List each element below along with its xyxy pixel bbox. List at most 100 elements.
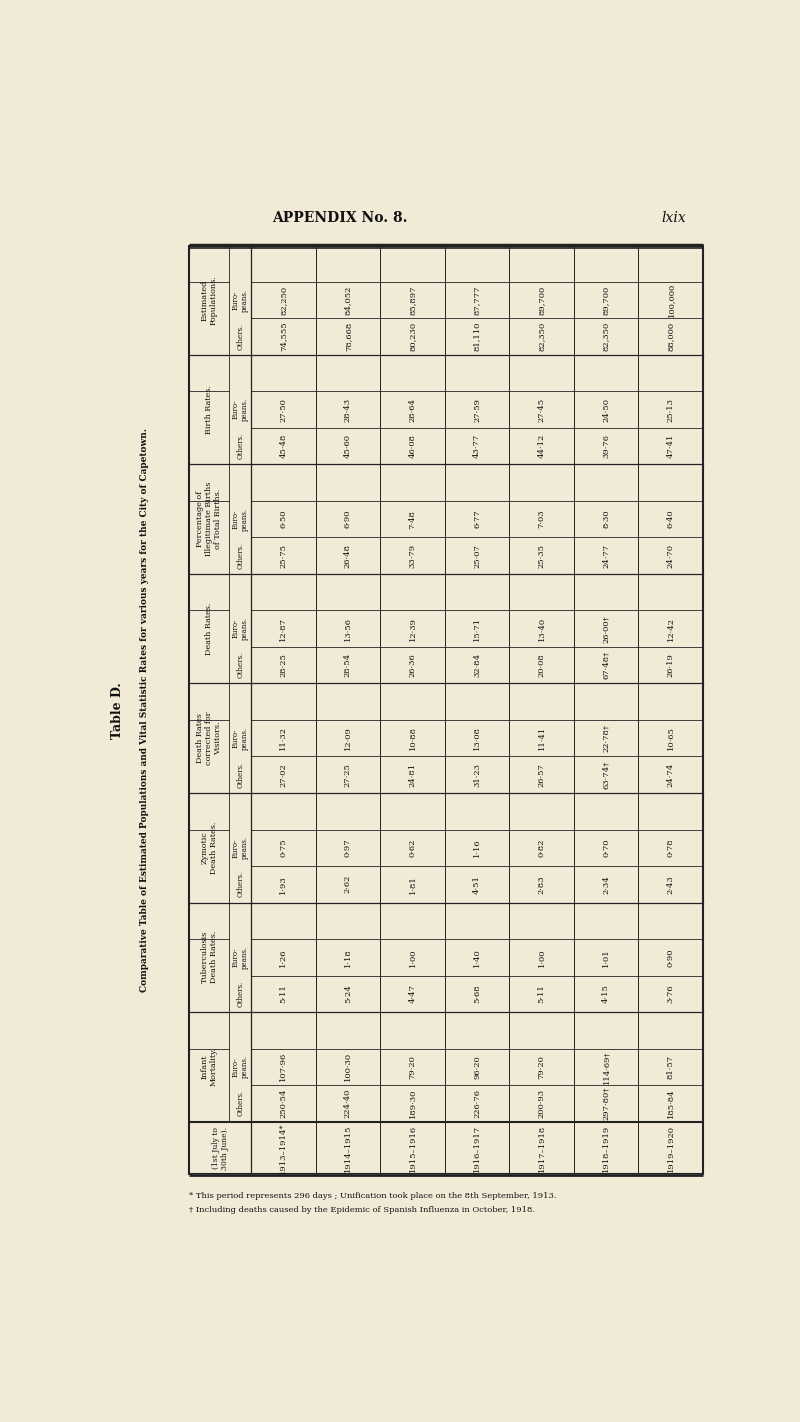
Text: 27·25: 27·25 [344, 762, 352, 786]
Text: 11·32: 11·32 [279, 727, 287, 751]
Text: 28·54: 28·54 [344, 653, 352, 677]
Text: 8·30: 8·30 [602, 510, 610, 529]
Text: 25·07: 25·07 [473, 543, 481, 567]
Text: 2·43: 2·43 [666, 875, 674, 893]
Text: 1913–1914*: 1913–1914* [279, 1123, 287, 1175]
Text: 39·76: 39·76 [602, 434, 610, 458]
Text: 2·83: 2·83 [538, 875, 546, 893]
Text: 47·41: 47·41 [666, 434, 674, 458]
Text: 15·71: 15·71 [473, 617, 481, 641]
Text: Euro-
peans.: Euro- peans. [232, 727, 249, 749]
Text: 1·81: 1·81 [409, 875, 417, 893]
Text: 13·56: 13·56 [344, 617, 352, 641]
Text: (1st July to
30th June).: (1st July to 30th June). [211, 1128, 229, 1170]
Text: 96·20: 96·20 [473, 1055, 481, 1079]
Text: 0·90: 0·90 [666, 948, 674, 967]
Text: Estimated
Populations.: Estimated Populations. [201, 276, 218, 326]
Text: 6·40: 6·40 [666, 510, 674, 529]
Text: Others.: Others. [236, 872, 244, 897]
Text: 12·39: 12·39 [409, 617, 417, 641]
Text: 6·77: 6·77 [473, 510, 481, 529]
Text: 82,350: 82,350 [602, 321, 610, 351]
Text: 27·45: 27·45 [538, 398, 546, 422]
Text: Others.: Others. [236, 981, 244, 1007]
Text: 1919–1920: 1919–1920 [666, 1125, 674, 1172]
Text: 85,897: 85,897 [409, 286, 417, 314]
Text: 5·11: 5·11 [279, 984, 287, 1003]
Text: 87,777: 87,777 [473, 286, 481, 314]
Text: 13·40: 13·40 [538, 617, 546, 641]
Text: 7·48: 7·48 [409, 509, 417, 529]
Text: Death Rates
corrected for
Visitors.: Death Rates corrected for Visitors. [196, 711, 222, 765]
Text: 6·50: 6·50 [279, 510, 287, 529]
Text: 114·69†: 114·69† [602, 1049, 610, 1084]
Text: 27·02: 27·02 [279, 762, 287, 786]
Text: 26·57: 26·57 [538, 762, 546, 786]
Text: 0·97: 0·97 [344, 839, 352, 857]
Text: 4·47: 4·47 [409, 984, 417, 1004]
Text: 26·00†: 26·00† [602, 614, 610, 643]
Text: 63·74†: 63·74† [602, 761, 610, 789]
Text: 78,668: 78,668 [344, 321, 352, 351]
Text: 45·48: 45·48 [279, 434, 287, 458]
Text: 28·43: 28·43 [344, 398, 352, 422]
Text: APPENDIX No. 8.: APPENDIX No. 8. [273, 212, 408, 225]
Text: 200·93: 200·93 [538, 1089, 546, 1118]
Text: 5·24: 5·24 [344, 984, 352, 1003]
Text: 0·75: 0·75 [279, 839, 287, 857]
Text: 107·96: 107·96 [279, 1052, 287, 1082]
Text: 1914–1915: 1914–1915 [344, 1125, 352, 1172]
Text: 84,052: 84,052 [344, 286, 352, 314]
Text: 27·50: 27·50 [279, 398, 287, 421]
Text: 89,700: 89,700 [602, 286, 610, 314]
Text: Infant
Mortality.: Infant Mortality. [201, 1047, 218, 1086]
Text: Others.: Others. [236, 653, 244, 678]
Text: 82,350: 82,350 [538, 321, 546, 351]
Text: 0·62: 0·62 [409, 839, 417, 857]
Text: Euro-
peans.: Euro- peans. [232, 289, 249, 311]
Text: 1916–1917: 1916–1917 [473, 1125, 481, 1172]
Text: 24·50: 24·50 [602, 398, 610, 422]
Text: 6·90: 6·90 [344, 510, 352, 529]
Text: Others.: Others. [236, 323, 244, 350]
Text: Death Rates.: Death Rates. [206, 603, 214, 656]
Text: 1·01: 1·01 [602, 948, 610, 967]
Text: 0·78: 0·78 [666, 839, 674, 857]
Text: 11·41: 11·41 [538, 727, 546, 751]
Text: 22·78†: 22·78† [602, 724, 610, 752]
Text: 28·64: 28·64 [409, 398, 417, 422]
Text: Euro-
peans.: Euro- peans. [232, 617, 249, 640]
Text: Birth Rates.: Birth Rates. [206, 385, 214, 434]
Text: 24·70: 24·70 [666, 543, 674, 567]
Text: 1·00: 1·00 [538, 948, 546, 967]
Text: 5·11: 5·11 [538, 984, 546, 1003]
Text: 43·77: 43·77 [473, 434, 481, 458]
Text: Table D.: Table D. [110, 683, 123, 739]
Text: Others.: Others. [236, 762, 244, 788]
Text: 25·35: 25·35 [538, 543, 546, 567]
Text: 67·48†: 67·48† [602, 651, 610, 680]
Text: 185·84: 185·84 [666, 1088, 674, 1118]
Text: 88,000: 88,000 [666, 321, 674, 351]
Text: 2·62: 2·62 [344, 875, 352, 893]
Text: 226·76: 226·76 [473, 1089, 481, 1118]
Text: 89,700: 89,700 [538, 286, 546, 314]
Text: 2·34: 2·34 [602, 875, 610, 893]
Text: 224·40: 224·40 [344, 1089, 352, 1118]
Text: 13·08: 13·08 [473, 727, 481, 751]
Text: 12·42: 12·42 [666, 617, 674, 641]
Text: Percentage of
Illegitimate Births
of Total Births.: Percentage of Illegitimate Births of Tot… [196, 482, 222, 556]
Text: 32·84: 32·84 [473, 653, 481, 677]
Text: 10·88: 10·88 [409, 727, 417, 751]
Text: 28·25: 28·25 [279, 653, 287, 677]
Text: 27·59: 27·59 [473, 398, 481, 422]
Text: 74,555: 74,555 [279, 321, 287, 351]
Text: 79·20: 79·20 [538, 1055, 546, 1079]
Text: 4·15: 4·15 [602, 984, 610, 1004]
Text: 26·48: 26·48 [344, 543, 352, 567]
Text: 0·70: 0·70 [602, 839, 610, 857]
Text: * This period represents 296 days ; Unification took place on the 8th September,: * This period represents 296 days ; Unif… [189, 1193, 557, 1200]
Text: 5·68: 5·68 [473, 984, 481, 1003]
Text: 3·76: 3·76 [666, 984, 674, 1003]
Text: 81,110: 81,110 [473, 321, 481, 351]
